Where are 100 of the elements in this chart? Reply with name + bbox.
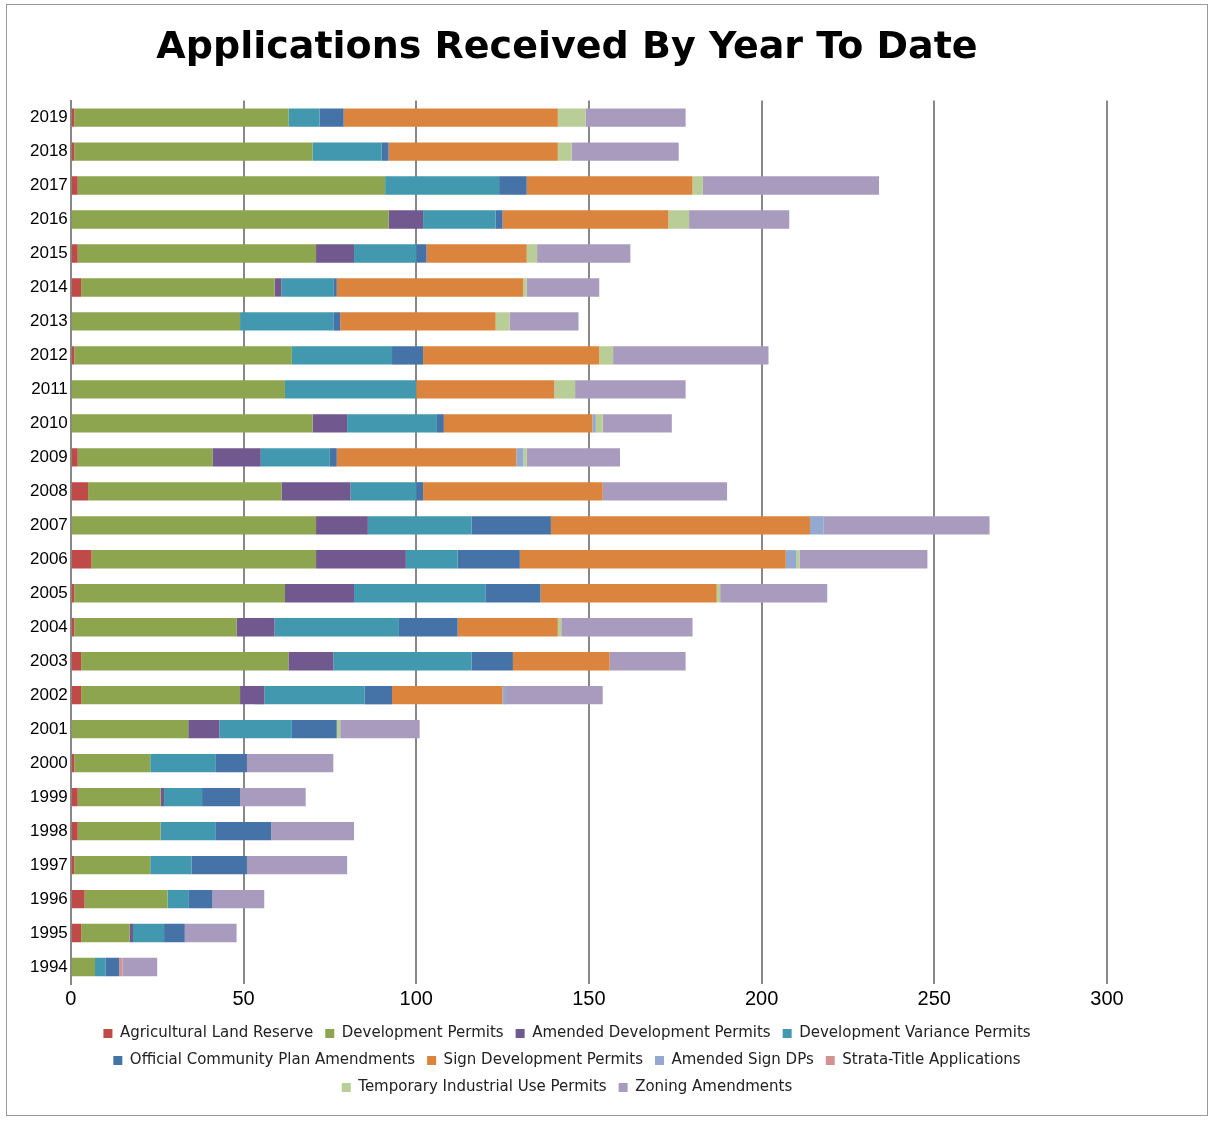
bar — [71, 380, 285, 399]
bar — [692, 176, 703, 195]
bar — [333, 278, 337, 297]
y-tick-label: 2015 — [29, 243, 68, 263]
bar — [122, 957, 158, 977]
bar — [71, 686, 82, 705]
bar — [540, 584, 717, 603]
bar — [523, 448, 527, 467]
bar — [495, 210, 503, 229]
x-tick-label: 50 — [232, 986, 255, 1009]
bar — [720, 584, 828, 603]
y-tick-label: 2002 — [29, 684, 68, 704]
bar — [336, 278, 524, 297]
bar — [160, 821, 216, 841]
bar — [132, 923, 165, 943]
bar — [184, 923, 237, 943]
bar — [202, 787, 241, 807]
bar — [416, 482, 424, 501]
bar — [74, 618, 237, 637]
bar — [71, 448, 78, 467]
y-tick-label: 2005 — [29, 582, 68, 602]
bar — [595, 414, 603, 433]
bar — [405, 550, 458, 569]
bar — [668, 210, 690, 229]
bar — [105, 957, 120, 977]
bar — [119, 957, 123, 977]
bar — [495, 312, 510, 331]
bar — [796, 550, 800, 569]
chart-title: Applications Received By Year To Date — [156, 22, 978, 67]
bar — [423, 482, 603, 501]
bar — [702, 176, 880, 195]
bar — [343, 108, 558, 127]
y-tick-label: 2007 — [29, 515, 68, 534]
bar — [240, 686, 265, 705]
bar — [509, 312, 579, 331]
bar — [333, 652, 472, 671]
bar — [71, 482, 89, 501]
legend-label: Agricultural Land Reserve — [119, 1023, 314, 1042]
bar — [340, 312, 496, 331]
bar — [506, 686, 603, 705]
bar — [392, 686, 503, 705]
bar — [77, 448, 213, 467]
bar — [71, 210, 389, 229]
bar — [71, 889, 85, 909]
bar — [312, 414, 348, 433]
bar — [219, 720, 292, 739]
bar — [240, 787, 306, 807]
y-tick-label: 2012 — [29, 345, 68, 365]
y-tick-label: 2003 — [29, 650, 68, 670]
bar — [281, 482, 351, 501]
bar — [74, 753, 151, 773]
bar — [592, 414, 596, 433]
bar — [554, 380, 576, 399]
bar — [388, 210, 424, 229]
y-tick-label: 2004 — [29, 616, 68, 636]
y-tick-label: 2011 — [31, 379, 68, 399]
bar — [71, 550, 92, 569]
bar — [74, 855, 151, 875]
legend-label: Sign Development Permits — [443, 1050, 644, 1069]
bar — [423, 210, 496, 229]
bar — [274, 618, 399, 637]
bar — [212, 448, 261, 467]
bar — [364, 686, 393, 705]
bar — [95, 957, 106, 977]
x-tick-label: 200 — [744, 986, 779, 1009]
bar — [284, 584, 355, 603]
legend-label: Temporary Industrial Use Permits — [357, 1077, 607, 1096]
bar — [284, 380, 417, 399]
bar — [164, 923, 185, 943]
y-tick-label: 2008 — [29, 481, 68, 501]
legend-label: Amended Development Permits — [532, 1023, 771, 1042]
bar — [443, 414, 593, 433]
bar — [71, 923, 82, 943]
y-tick-label: 1999 — [29, 786, 68, 806]
bar — [354, 244, 417, 263]
y-tick-label: 1995 — [29, 922, 68, 942]
bar — [81, 278, 275, 297]
x-tick-label: 100 — [399, 986, 433, 1009]
bar — [385, 176, 500, 195]
bar — [74, 346, 292, 365]
bar — [212, 889, 265, 909]
y-tick-label: 2010 — [29, 413, 68, 433]
bar — [602, 482, 728, 501]
bar — [264, 686, 365, 705]
legend-label: Amended Sign DPs — [671, 1050, 814, 1069]
bar — [571, 142, 679, 161]
bar — [240, 312, 334, 331]
bar — [74, 584, 285, 603]
bar — [347, 414, 437, 433]
bar — [354, 584, 486, 603]
bar — [71, 957, 95, 977]
bar — [340, 720, 420, 739]
bar — [613, 346, 769, 365]
bar — [246, 753, 334, 773]
bar — [150, 753, 216, 773]
bar — [77, 244, 317, 263]
bar — [457, 618, 558, 637]
bar — [81, 652, 289, 671]
bar — [260, 448, 330, 467]
bar — [77, 821, 161, 841]
